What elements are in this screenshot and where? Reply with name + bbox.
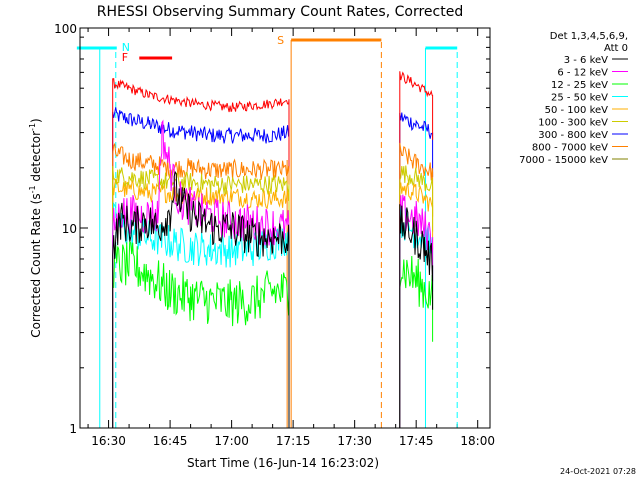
plot-frame — [79, 27, 491, 429]
y-label-sup-2: -1 — [28, 123, 37, 131]
series-line-12-25kev — [399, 255, 434, 428]
legend-label: 800 - 7000 keV — [532, 143, 608, 154]
legend-label: 100 - 300 keV — [538, 118, 608, 129]
chart-title: RHESSI Observing Summary Count Rates, Co… — [97, 4, 463, 20]
y-label-sup-1: -1 — [28, 185, 37, 193]
frame — [79, 27, 491, 429]
series-line-3-6kev — [112, 170, 290, 428]
legend-label: 25 - 50 keV — [551, 93, 608, 104]
series-line-total — [112, 78, 290, 428]
legend-label: 300 - 800 keV — [538, 130, 608, 141]
legend: Det 1,3,4,5,6,9,Att 03 - 6 keV 6 - 12 keV… — [519, 31, 628, 166]
legend-header: Att 0 — [604, 43, 628, 54]
series-line-50-100kev — [399, 182, 434, 428]
series-line-6-12kev — [112, 119, 290, 428]
legend-label: 6 - 12 keV — [557, 68, 608, 79]
x-tick-label: 16:30 — [91, 434, 126, 448]
flare-label: F — [122, 51, 128, 64]
series-group — [112, 71, 434, 428]
series-line-100-300kev — [112, 165, 290, 428]
x-tick-label: 17:15 — [276, 434, 311, 448]
series-line-3-6kev — [399, 204, 434, 428]
y-label-end: ) — [29, 118, 43, 123]
axes: 16:30 16:45 17:00 17:15 17:30 17:45 18:00 1 10 10… — [54, 22, 495, 448]
x-axis-label: Start Time (16-Jun-14 16:23:02) — [187, 456, 379, 470]
legend-label: 12 - 25 keV — [551, 80, 608, 91]
legend-label: 7000 - 15000 keV — [519, 155, 608, 166]
saa-label: S — [277, 34, 284, 47]
series-line-300-800kev — [399, 112, 434, 428]
y-tick-label: 100 — [54, 22, 77, 36]
x-tick-label: 17:00 — [214, 434, 249, 448]
series-line-50-100kev — [112, 178, 290, 428]
y-label-main: Corrected Count Rate (s — [29, 193, 43, 337]
legend-label: 3 - 6 keV — [564, 55, 608, 66]
night-label: N — [122, 41, 130, 54]
y-tick-label: 10 — [62, 222, 77, 236]
legend-label: 50 - 100 keV — [545, 105, 609, 116]
y-label-mid: detector — [29, 131, 43, 186]
series-line-total — [399, 71, 434, 428]
y-axis-label: Corrected Count Rate (s-1 detector-1) — [28, 118, 43, 337]
series-line-300-800kev — [112, 107, 290, 428]
series-line-6-12kev — [399, 194, 434, 428]
x-tick-label: 16:45 — [153, 434, 188, 448]
legend-header: Det 1,3,4,5,6,9, — [550, 31, 628, 42]
series-line-12-25kev — [112, 240, 290, 428]
series-line-800-7000kev — [112, 143, 290, 428]
y-tick-label: 1 — [69, 422, 77, 436]
series-line-100-300kev — [399, 165, 434, 428]
x-tick-label: 17:30 — [337, 434, 372, 448]
x-tick-label: 18:00 — [460, 434, 495, 448]
timestamp: 24-Oct-2021 07:28 — [560, 467, 636, 476]
x-tick-label: 17:45 — [399, 434, 434, 448]
